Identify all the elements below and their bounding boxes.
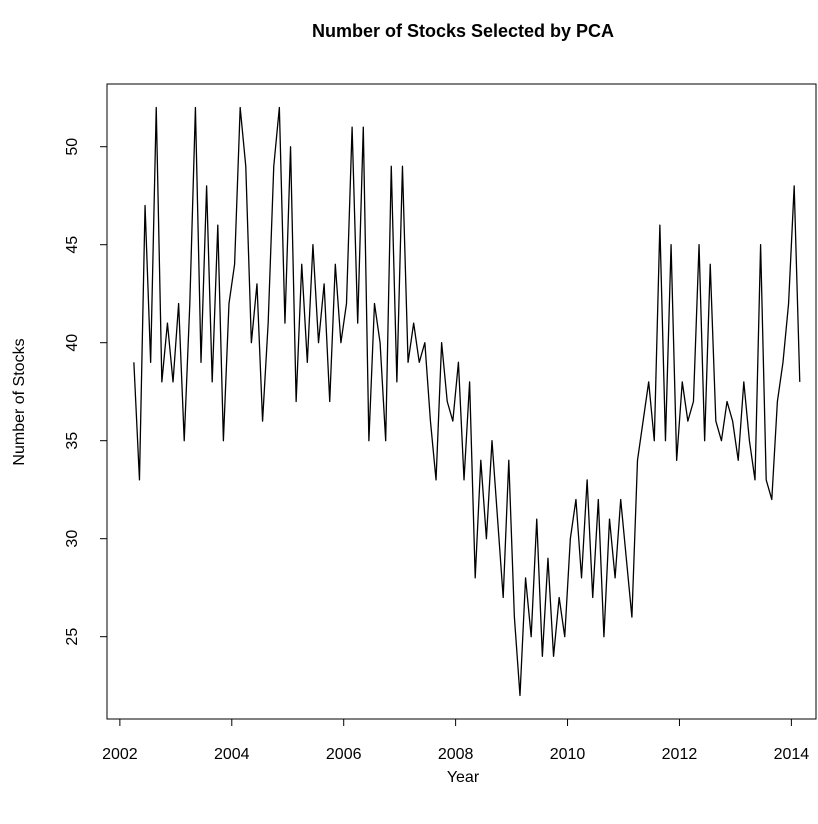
x-axis-label: Year [447, 769, 480, 786]
y-tick-label: 50 [64, 138, 81, 156]
data-line [133, 106, 801, 697]
y-tick-label: 25 [64, 628, 81, 646]
y-tick-label: 40 [64, 334, 81, 352]
x-tick-label: 2002 [102, 746, 138, 763]
y-tick-label: 45 [64, 236, 81, 254]
x-tick-label: 2010 [550, 746, 586, 763]
x-tick-label: 2008 [438, 746, 474, 763]
x-tick-label: 2014 [774, 746, 810, 763]
x-tick-label: 2004 [214, 746, 250, 763]
y-tick-label: 30 [64, 530, 81, 548]
x-tick-label: 2012 [662, 746, 698, 763]
y-tick-label: 35 [64, 432, 81, 450]
y-axis-label: Number of Stocks [11, 338, 28, 465]
chart-title: Number of Stocks Selected by PCA [312, 21, 614, 41]
plot-box [106, 83, 817, 720]
x-tick-label: 2006 [326, 746, 362, 763]
